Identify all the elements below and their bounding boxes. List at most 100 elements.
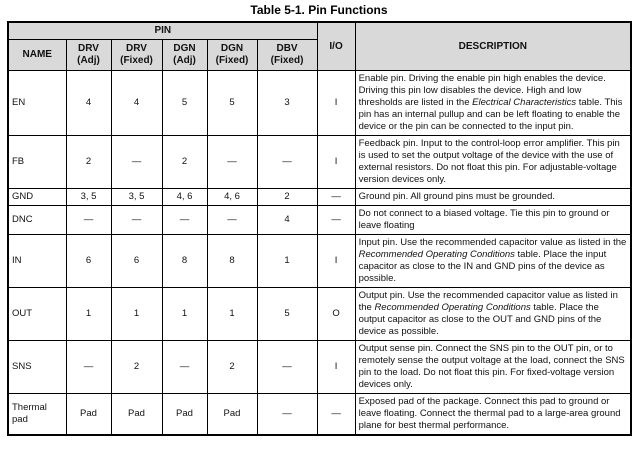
pin-number-cell: 2 bbox=[256, 188, 318, 206]
pin-number-cell: — bbox=[206, 205, 258, 235]
io-cell: O bbox=[316, 287, 356, 341]
pin-number-cell: Pad bbox=[110, 393, 163, 436]
pin-number-cell: 5 bbox=[206, 70, 258, 136]
pin-number-cell: 1 bbox=[256, 234, 318, 288]
table-row: IN 6 6 8 8 1 I Input pin. Use the recommended c… bbox=[7, 234, 632, 288]
pin-number-cell: 4 bbox=[65, 70, 112, 136]
io-cell: I bbox=[316, 340, 356, 394]
description-cell: Exposed pad of the package. Connect this… bbox=[354, 393, 632, 436]
description-cell: Do not connect to a biased voltage. Tie … bbox=[354, 205, 632, 235]
pin-functions-table: PIN I/O DESCRIPTION NAME DRV (Adj) DRV (… bbox=[7, 21, 633, 436]
description-text: Do not connect to a biased voltage. Tie … bbox=[358, 208, 610, 231]
pin-group-header: PIN bbox=[7, 21, 318, 40]
table-row: OUT 1 1 1 1 5 O Output pin. Use the recommended… bbox=[7, 287, 632, 341]
table-row: FB 2—2— — I Feedback pin. Input to the contr… bbox=[7, 135, 632, 189]
pin-number-cell: — bbox=[206, 135, 258, 189]
pin-number-cell: 4, 6 bbox=[206, 188, 258, 206]
table-row: Thermal pad Pad Pad Pad Pad — — Exposed pad of … bbox=[7, 393, 632, 436]
table-row: SNS —2—2— I Output sense pin. Connect the S… bbox=[7, 340, 632, 394]
table-row: DNC — — — —4— Do not connect to a biased volt… bbox=[7, 205, 632, 235]
pin-number-cell: 1 bbox=[110, 287, 163, 341]
pin-number-cell: — bbox=[161, 205, 208, 235]
pin-number-cell: 3 bbox=[256, 70, 318, 136]
table-header: PIN I/O DESCRIPTION NAME DRV (Adj) DRV (… bbox=[7, 21, 632, 71]
pin-name-cell: EN bbox=[7, 70, 67, 136]
io-cell: — bbox=[316, 205, 356, 235]
description-text: Exposed pad of the package. Connect this… bbox=[358, 396, 621, 431]
pin-number-cell: Pad bbox=[206, 393, 258, 436]
pin-number-cell: 5 bbox=[161, 70, 208, 136]
pin-number-cell: — bbox=[110, 205, 163, 235]
pin-table-body: EN 4 4 5 5 3 I Enable pin. Driving the enable p… bbox=[7, 70, 632, 436]
name-column-header: NAME bbox=[7, 39, 67, 71]
dbv-fixed-column-header: DBV (Fixed) bbox=[256, 39, 318, 71]
drv-adj-column-header: DRV (Adj) bbox=[65, 39, 112, 71]
pin-number-cell: — bbox=[161, 340, 208, 394]
pin-number-cell: 3, 5 bbox=[65, 188, 112, 206]
pin-number-cell: — bbox=[256, 393, 318, 436]
description-text: Enable pin. Driving the enable pin high … bbox=[358, 73, 606, 108]
io-cell: I bbox=[316, 234, 356, 288]
io-column-header: I/O bbox=[316, 21, 356, 71]
pin-number-cell: 6 bbox=[65, 234, 112, 288]
description-cell: Feedback pin. Input to the control-loop … bbox=[354, 135, 632, 189]
drv-fixed-column-header: DRV (Fixed) bbox=[110, 39, 163, 71]
description-text: table. Place the output capacitor as clo… bbox=[358, 302, 602, 337]
pin-name-cell: DNC bbox=[7, 205, 67, 235]
description-cell: Ground pin. All ground pins must be grou… bbox=[354, 188, 632, 206]
description-cell: Output sense pin. Connect the SNS pin to… bbox=[354, 340, 632, 394]
description-text: Electrical Characteristics bbox=[472, 97, 577, 108]
table-row: GND 3, 5 3, 5 4, 6 4, 6 2— Ground pin. All gro… bbox=[7, 188, 632, 206]
pin-number-cell: 8 bbox=[161, 234, 208, 288]
pin-number-cell: 6 bbox=[110, 234, 163, 288]
dgn-adj-column-header: DGN (Adj) bbox=[161, 39, 208, 71]
pin-name-cell: IN bbox=[7, 234, 67, 288]
pin-number-cell: 4 bbox=[110, 70, 163, 136]
pin-number-cell: 2 bbox=[161, 135, 208, 189]
pin-number-cell: 2 bbox=[65, 135, 112, 189]
pin-number-cell: 4 bbox=[256, 205, 318, 235]
pin-number-cell: — bbox=[110, 135, 163, 189]
pin-number-cell: 2 bbox=[206, 340, 258, 394]
table-row: EN 4 4 5 5 3 I Enable pin. Driving the enable p… bbox=[7, 70, 632, 136]
description-cell: Output pin. Use the recommended capacito… bbox=[354, 287, 632, 341]
io-cell: I bbox=[316, 135, 356, 189]
description-text: table. This pin has an internal pullup a… bbox=[358, 97, 623, 132]
description-column-header: DESCRIPTION bbox=[354, 21, 632, 71]
pin-number-cell: 2 bbox=[110, 340, 163, 394]
io-cell: I bbox=[316, 70, 356, 136]
description-text: Recommended Operating Conditions bbox=[358, 249, 515, 260]
pin-name-cell: Thermal pad bbox=[7, 393, 67, 436]
dgn-fixed-column-header: DGN (Fixed) bbox=[206, 39, 258, 71]
pin-number-cell: 1 bbox=[206, 287, 258, 341]
description-text: table. Place the input capacitor as clos… bbox=[358, 249, 607, 284]
description-text: Output pin. Use the recommended capacito… bbox=[358, 290, 618, 313]
pin-number-cell: 5 bbox=[256, 287, 318, 341]
pin-name-cell: FB bbox=[7, 135, 67, 189]
header-columns-row: NAME DRV (Adj) DRV (Fixed) DGN (Adj) DGN… bbox=[7, 39, 631, 71]
pin-number-cell: Pad bbox=[65, 393, 112, 436]
pin-number-cell: 4, 6 bbox=[161, 188, 208, 206]
pin-name-cell: GND bbox=[7, 188, 67, 206]
io-cell: — bbox=[316, 188, 356, 206]
description-cell: Input pin. Use the recommended capacitor… bbox=[354, 234, 632, 288]
pin-number-cell: — bbox=[256, 135, 318, 189]
description-text: Recommended Operating Conditions bbox=[374, 302, 531, 313]
description-text: Feedback pin. Input to the control-loop … bbox=[358, 138, 620, 185]
table-title: Table 5-1. Pin Functions bbox=[250, 3, 388, 17]
pin-name-cell: SNS bbox=[7, 340, 67, 394]
pin-name-cell: OUT bbox=[7, 287, 67, 341]
pin-number-cell: 8 bbox=[206, 234, 258, 288]
pin-number-cell: 1 bbox=[65, 287, 112, 341]
description-text: Input pin. Use the recommended capacitor… bbox=[358, 237, 627, 248]
description-text: Output sense pin. Connect the SNS pin to… bbox=[358, 343, 625, 390]
pin-number-cell: 1 bbox=[161, 287, 208, 341]
pin-number-cell: — bbox=[65, 340, 112, 394]
pin-number-cell: 3, 5 bbox=[110, 188, 163, 206]
pin-number-cell: — bbox=[256, 340, 318, 394]
header-group-row: PIN I/O DESCRIPTION bbox=[7, 21, 632, 71]
description-text: Ground pin. All ground pins must be grou… bbox=[358, 191, 556, 202]
pin-number-cell: — bbox=[65, 205, 112, 235]
io-cell: — bbox=[316, 393, 356, 436]
